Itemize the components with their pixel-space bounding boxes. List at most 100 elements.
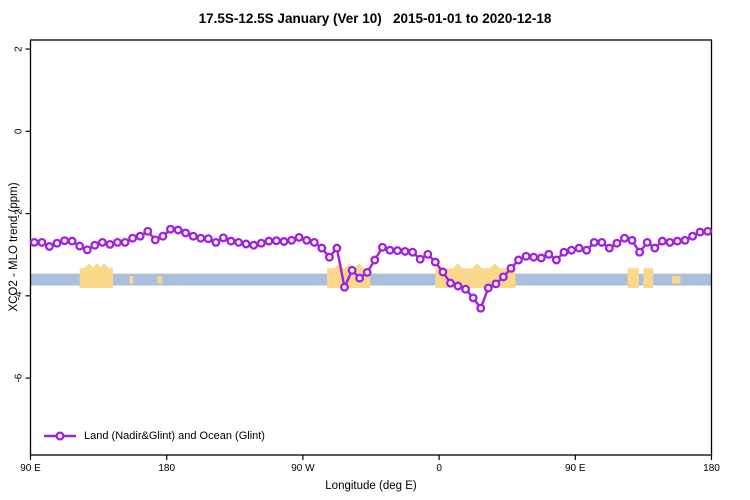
ocean-reference-band <box>30 273 712 286</box>
chart-title: 17.5S-12.5S January (Ver 10) 2015-01-01 … <box>198 11 552 26</box>
data-point <box>370 255 380 265</box>
x-tick-label: 90 E <box>20 463 41 474</box>
data-point <box>135 231 145 241</box>
legend-marker-icon <box>44 431 76 441</box>
data-point <box>544 249 554 259</box>
data-point <box>264 236 274 246</box>
data-point <box>362 267 372 277</box>
land-patch <box>129 276 134 284</box>
data-point <box>340 282 349 292</box>
data-point <box>582 245 592 255</box>
y-tick-label: -2 <box>14 209 25 218</box>
y-tick-label: -6 <box>14 373 25 382</box>
data-point <box>468 293 478 303</box>
data-point <box>249 240 259 250</box>
data-point <box>97 237 107 247</box>
data-point <box>650 243 660 253</box>
data-point <box>332 243 342 253</box>
data-point <box>393 246 402 256</box>
data-point <box>680 235 690 245</box>
data-point <box>150 235 160 245</box>
data-point <box>453 281 463 291</box>
data-point <box>75 241 85 251</box>
data-point <box>536 253 546 263</box>
data-point <box>627 235 637 245</box>
data-point <box>241 239 251 249</box>
data-point <box>211 237 221 247</box>
land-patch-bump <box>452 263 463 269</box>
y-tick-label: 2 <box>14 46 25 52</box>
data-point <box>423 249 433 259</box>
y-axis-label: XCO2 - MLO trend (ppm) <box>8 182 20 312</box>
land-patch <box>627 268 639 289</box>
land-patch-bump <box>99 263 110 269</box>
data-point <box>635 247 645 257</box>
y-tick-label: 0 <box>14 128 25 134</box>
land-patch-bump <box>91 263 102 269</box>
data-point <box>37 237 47 247</box>
data-point <box>597 237 607 247</box>
data-point <box>60 236 70 246</box>
x-tick-label: 0 <box>436 463 442 474</box>
data-point <box>181 228 191 238</box>
land-patch <box>643 268 654 289</box>
data-point <box>446 278 455 288</box>
data-point <box>44 242 54 251</box>
data-point <box>355 273 365 283</box>
data-point <box>309 237 319 247</box>
data-point <box>271 236 281 246</box>
data-point <box>196 233 206 243</box>
data-point <box>438 267 448 277</box>
legend: Land (Nadir&Glint) and Ocean (Glint) <box>44 429 265 443</box>
data-point <box>461 284 471 294</box>
data-point <box>105 239 115 249</box>
legend-label: Land (Nadir&Glint) and Ocean (Glint) <box>84 430 265 442</box>
x-tick-label: 90 W <box>291 463 315 474</box>
data-point <box>256 238 266 248</box>
land-patch <box>157 276 163 284</box>
data-point <box>408 247 418 257</box>
data-point <box>120 237 130 247</box>
data-point <box>672 236 682 246</box>
data-point <box>347 265 357 275</box>
data-point <box>52 238 62 248</box>
data-point <box>67 236 77 246</box>
data-point <box>476 303 486 313</box>
land-patch <box>79 268 113 289</box>
land-patch-bump <box>489 263 500 269</box>
data-point <box>612 238 622 248</box>
data-point <box>529 252 539 262</box>
data-point <box>604 243 614 253</box>
x-tick-label: 180 <box>158 463 175 474</box>
data-point <box>400 246 410 256</box>
data-point <box>82 245 92 255</box>
data-point <box>287 235 297 245</box>
data-point <box>430 257 440 267</box>
land-patch-bump <box>354 263 365 269</box>
data-point <box>642 237 652 247</box>
data-point <box>521 251 531 261</box>
data-point <box>226 236 236 246</box>
data-point <box>514 255 523 265</box>
data-point <box>703 226 713 236</box>
plot-border <box>29 39 713 456</box>
data-point <box>567 245 576 255</box>
data-point <box>324 252 334 262</box>
x-tick-label: 180 <box>703 463 720 474</box>
data-point <box>559 247 569 257</box>
land-patch-bump <box>84 263 95 269</box>
data-point <box>128 233 138 243</box>
data-point <box>143 226 153 236</box>
data-point <box>665 237 675 247</box>
data-point <box>173 225 183 235</box>
x-tick-label: 90 E <box>565 463 586 474</box>
x-axis-label: Longitude (deg E) <box>325 480 417 492</box>
data-point <box>302 235 312 245</box>
data-point <box>695 227 705 237</box>
data-point <box>551 255 561 265</box>
data-point <box>113 237 122 247</box>
data-point <box>188 231 198 241</box>
data-point <box>506 263 516 273</box>
data-point <box>377 242 387 252</box>
